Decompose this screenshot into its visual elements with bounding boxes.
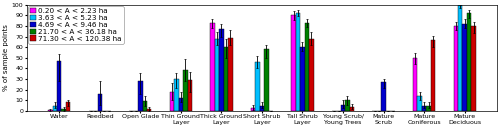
Bar: [454, 26, 458, 111]
Bar: [304, 23, 309, 111]
Bar: [219, 29, 224, 111]
Bar: [174, 79, 178, 111]
Bar: [341, 105, 345, 111]
Bar: [350, 107, 354, 111]
Bar: [255, 62, 260, 111]
Bar: [147, 109, 152, 111]
Bar: [426, 106, 431, 111]
Bar: [458, 5, 462, 111]
Y-axis label: % of sample points: % of sample points: [3, 24, 9, 91]
Bar: [260, 106, 264, 111]
Bar: [183, 70, 188, 111]
Bar: [309, 39, 314, 111]
Bar: [418, 96, 422, 111]
Bar: [52, 106, 57, 111]
Bar: [382, 82, 386, 111]
Bar: [210, 23, 214, 111]
Bar: [300, 47, 304, 111]
Bar: [170, 92, 174, 111]
Bar: [48, 110, 52, 111]
Bar: [178, 98, 183, 111]
Bar: [251, 108, 255, 111]
Bar: [62, 109, 66, 111]
Bar: [462, 24, 467, 111]
Bar: [422, 106, 426, 111]
Bar: [292, 15, 296, 111]
Bar: [66, 102, 70, 111]
Bar: [467, 13, 471, 111]
Bar: [98, 94, 102, 111]
Bar: [431, 40, 436, 111]
Bar: [214, 39, 219, 111]
Bar: [413, 58, 418, 111]
Bar: [296, 13, 300, 111]
Legend: 0.20 < A < 2.23 ha, 3.63 < A < 5.23 ha, 4.69 < A < 9.46 ha, 21.70 < A < 36.18 ha: 0.20 < A < 2.23 ha, 3.63 < A < 5.23 ha, …: [28, 6, 124, 44]
Bar: [228, 38, 232, 111]
Bar: [224, 47, 228, 111]
Bar: [138, 81, 142, 111]
Bar: [346, 100, 350, 111]
Bar: [472, 26, 476, 111]
Bar: [264, 49, 268, 111]
Bar: [57, 61, 62, 111]
Bar: [142, 101, 147, 111]
Bar: [188, 80, 192, 111]
